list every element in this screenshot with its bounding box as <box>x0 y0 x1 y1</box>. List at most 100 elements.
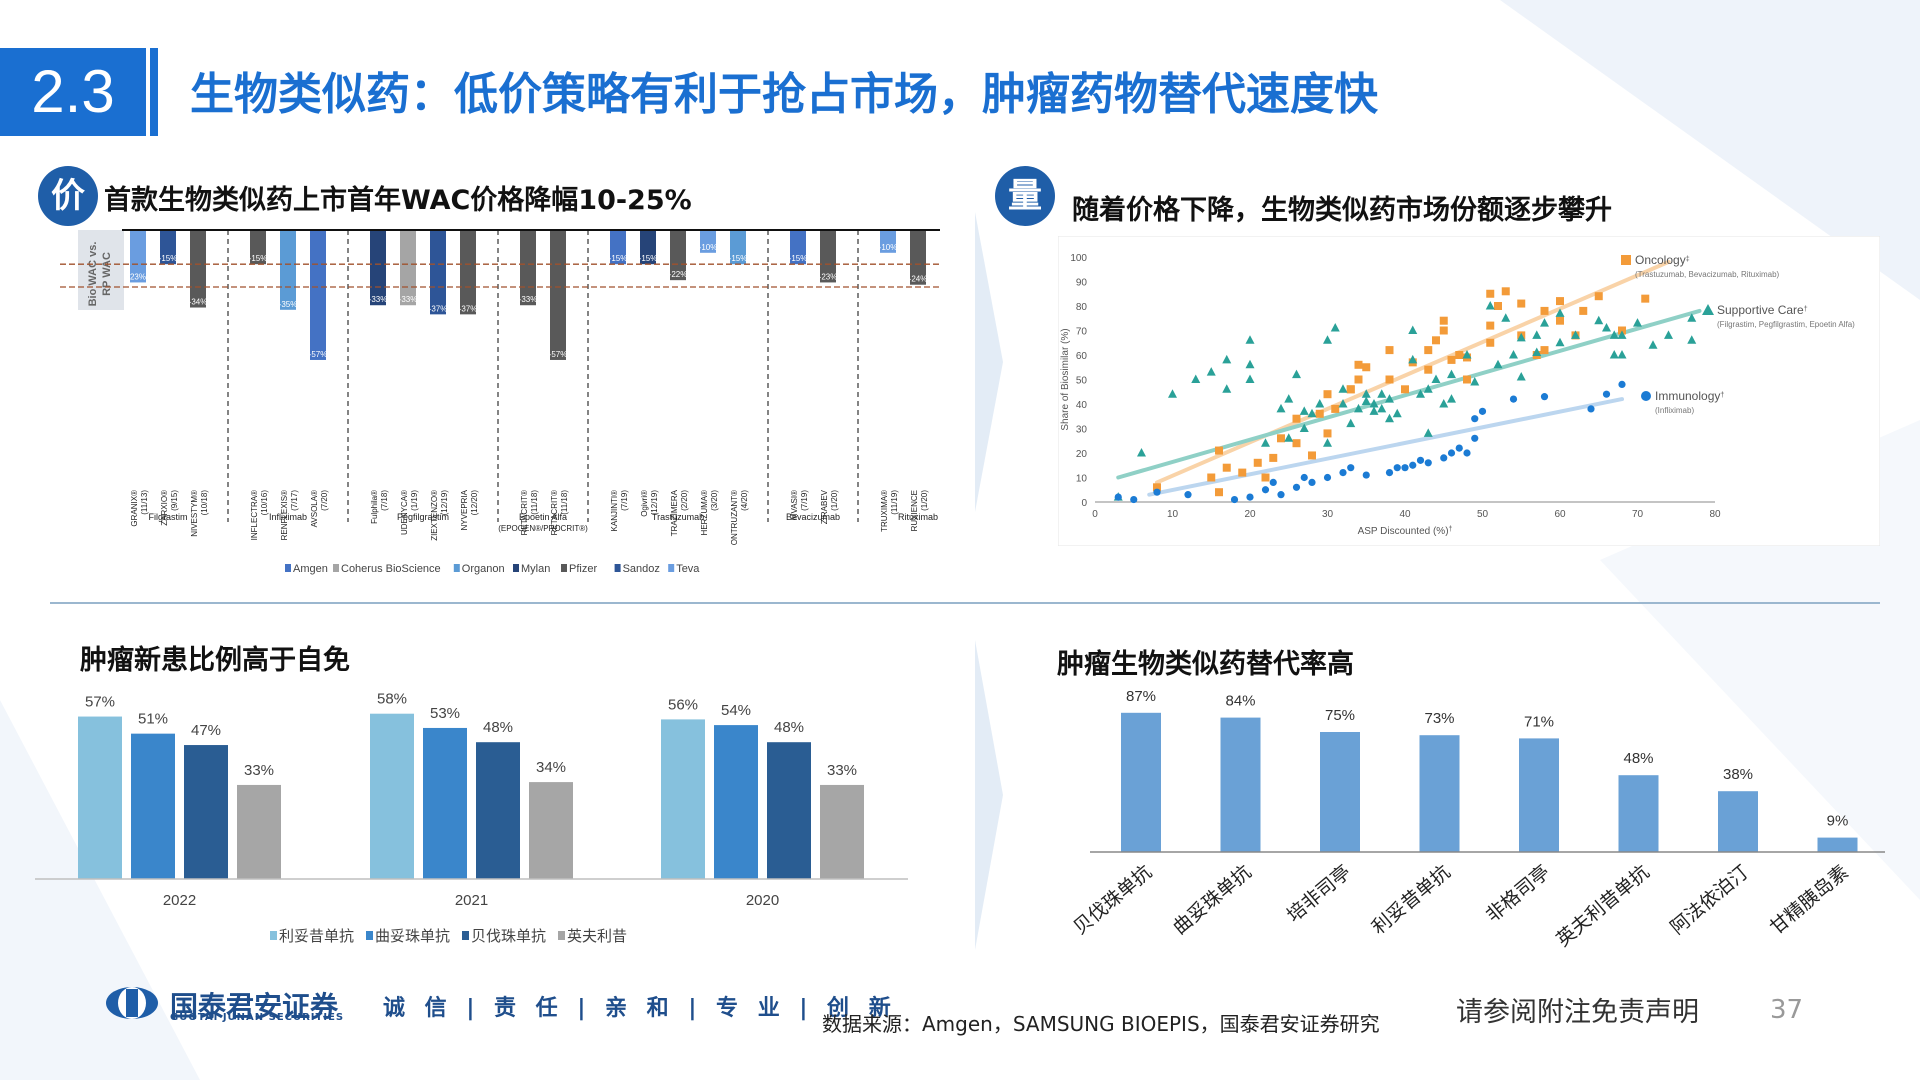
price-bar <box>610 230 626 265</box>
immunology-point <box>1114 493 1122 501</box>
replacement-panel-title: 肿瘤生物类似药替代率高 <box>1057 649 1354 680</box>
supportive-care-point <box>1307 408 1317 418</box>
page-number: 37 <box>1770 995 1804 1025</box>
product-name: RETACRIT® <box>520 490 529 535</box>
incidence-bar <box>767 742 811 879</box>
product-date: (7/20) <box>320 490 329 511</box>
legend-swatch <box>285 564 291 572</box>
legend-subtitle: (Filgrastim, Pegfilgrastim, Epoetin Alfa… <box>1717 320 1855 329</box>
legend-label: Coherus BioScience <box>341 563 441 575</box>
immunology-point <box>1463 449 1471 457</box>
oncology-point <box>1401 385 1409 394</box>
product-date: (12/19) <box>650 490 659 516</box>
molecule-label: Infliximab <box>269 512 307 522</box>
oncology-point <box>1439 326 1448 335</box>
molecule-label: Epoetin Alfa <box>519 512 567 522</box>
x-axis-title-sup: † <box>1449 526 1453 533</box>
legend-label: 英夫利昔 <box>567 927 627 945</box>
supportive-care-point <box>1292 369 1301 379</box>
supportive-care-point <box>1222 354 1232 364</box>
legend-swatch <box>558 931 565 940</box>
supportive-care-point <box>1540 318 1549 327</box>
page-title: 生物类似药：低价策略有利于抢占市场，肿瘤药物替代速度快 <box>190 69 1378 120</box>
incidence-value-label: 33% <box>244 762 274 779</box>
immunology-point <box>1339 469 1347 477</box>
supportive-care-point <box>1385 394 1394 403</box>
supportive-care-point <box>1338 399 1348 408</box>
product-name: ZARXIO® <box>160 490 169 526</box>
product-name: RETACRIT® <box>550 490 559 535</box>
y-tick: 20 <box>1076 449 1088 460</box>
legend-swatch <box>462 931 469 940</box>
drug-name-label: 英夫利昔单抗 <box>1552 861 1653 951</box>
y-tick: 90 <box>1076 278 1088 289</box>
legend-marker <box>1641 391 1651 401</box>
supportive-care-point <box>1408 354 1418 364</box>
drug-name-label: 利妥昔单抗 <box>1368 861 1455 939</box>
price-bar-label: -37% <box>429 304 448 313</box>
x-tick: 80 <box>1709 509 1721 520</box>
replacement-value-label: 9% <box>1827 813 1849 830</box>
price-bar <box>190 230 206 308</box>
axis-label-box <box>78 230 124 310</box>
y-tick: 0 <box>1081 498 1087 509</box>
immunology-point <box>1618 380 1626 388</box>
incidence-value-label: 33% <box>827 762 857 779</box>
immunology-point <box>1308 478 1316 486</box>
oncology-point <box>1556 297 1564 306</box>
product-name: Ogivri® <box>640 490 649 517</box>
drug-name-label: 贝伐珠单抗 <box>1069 861 1156 939</box>
y-tick: 50 <box>1076 376 1088 387</box>
legend-swatch <box>453 564 460 572</box>
supportive-care-point <box>1284 433 1294 442</box>
replacement-value-label: 71% <box>1524 713 1554 730</box>
price-bar-label: -57% <box>549 350 568 359</box>
x-tick: 20 <box>1244 509 1256 520</box>
immunology-point <box>1540 393 1549 401</box>
supportive-care-point <box>1423 384 1433 393</box>
price-bar-label: -33% <box>519 295 538 304</box>
legend-label: Mylan <box>521 563 550 575</box>
oncology-point <box>1222 463 1231 472</box>
immunology-point <box>1401 464 1409 472</box>
legend-label: Oncology‡ <box>1635 253 1690 267</box>
replacement-value-label: 84% <box>1225 693 1255 710</box>
oncology-point <box>1261 473 1270 482</box>
oncology-point <box>1517 299 1526 308</box>
price-bar <box>640 230 656 265</box>
y-tick: 70 <box>1076 327 1088 338</box>
oncology-point <box>1432 336 1440 345</box>
immunology-point <box>1153 488 1161 496</box>
supportive-care-point <box>1222 384 1232 393</box>
supportive-care-point <box>1416 389 1425 398</box>
supportive-care-point <box>1431 374 1441 383</box>
product-date: (10/16) <box>260 490 269 516</box>
supportive-care-point <box>1516 372 1526 381</box>
supportive-care-point <box>1323 335 1332 344</box>
year-label: 2022 <box>163 892 196 909</box>
legend-label: Organon <box>462 563 505 575</box>
supportive-care-point <box>1609 350 1619 359</box>
incidence-value-label: 57% <box>85 694 115 711</box>
y-axis-title: Share of Biosimilar (%) <box>1060 328 1071 430</box>
legend-label: Pfizer <box>569 563 597 575</box>
oncology-point <box>1486 338 1495 347</box>
oncology-point <box>1238 468 1247 477</box>
incidence-bar <box>423 727 467 879</box>
price-bar <box>910 230 926 285</box>
immunology-point <box>1300 473 1308 482</box>
supportive-care-point <box>1261 438 1270 447</box>
supportive-care-point <box>1346 418 1356 428</box>
oncology-point <box>1253 458 1262 467</box>
oncology-point <box>1385 346 1394 355</box>
x-tick: 10 <box>1167 509 1179 520</box>
scatter-frame <box>1058 236 1880 546</box>
supportive-care-point <box>1245 374 1255 383</box>
y-axis-label-2: RP WAC <box>101 252 113 296</box>
product-date: (4/20) <box>740 490 749 511</box>
price-bar-label: -35% <box>279 300 298 309</box>
product-date: (12/19) <box>440 490 449 516</box>
oncology-point <box>1215 488 1223 497</box>
drug-name-label: 甘精胰岛素 <box>1766 861 1853 939</box>
supportive-care-point <box>1470 376 1480 386</box>
